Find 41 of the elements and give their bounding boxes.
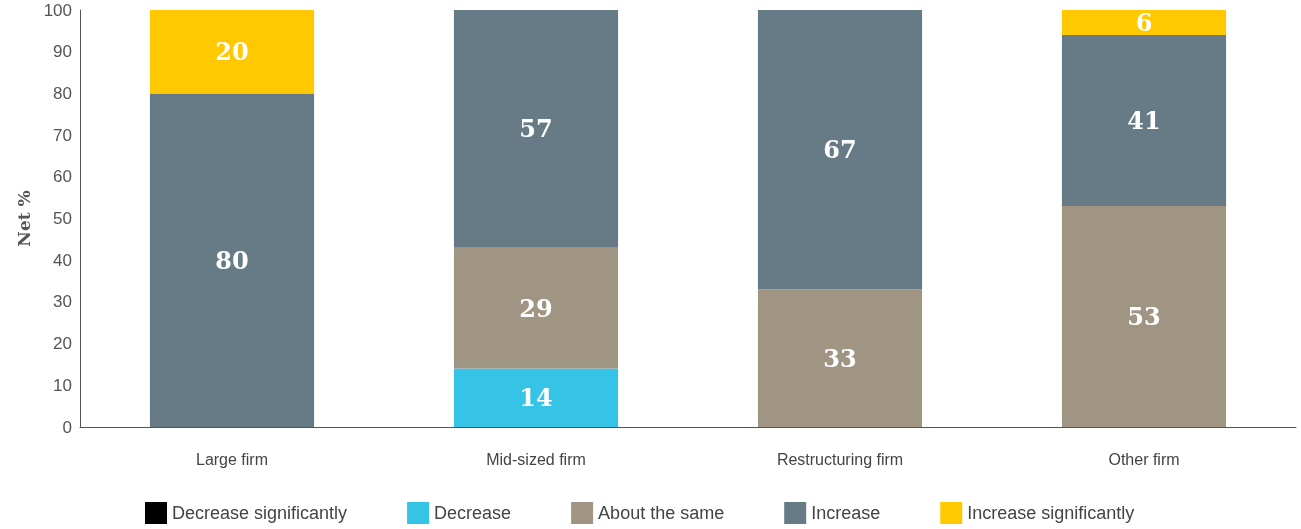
y-tick-label: 10 [53,375,72,395]
y-tick-label: 40 [53,250,72,270]
data-label: 57 [519,114,553,144]
x-tick-label: Restructuring firm [776,450,904,468]
y-tick-label: 30 [53,292,72,312]
data-label: 6 [1135,8,1153,38]
y-tick-label: 70 [53,125,72,145]
bar [1061,35,1227,206]
y-tick-label: 0 [62,417,72,437]
x-tick-label: Large firm [195,450,269,468]
data-label: 20 [215,37,249,67]
legend-label: Increase [811,503,881,523]
y-axis-title: Net % [14,190,35,247]
bar [757,289,923,427]
bar [1061,205,1227,427]
y-tick-label: 20 [53,334,72,354]
bar [453,368,619,427]
x-tick-label: Other firm [1108,450,1180,468]
data-label: 33 [823,343,857,373]
data-label: 53 [1127,301,1161,331]
legend-label: About the same [598,503,725,523]
data-label: 29 [519,293,553,323]
data-label: 14 [519,383,553,413]
bar [757,10,923,290]
y-tick-label: 80 [53,83,72,103]
bar [149,93,315,427]
bar [453,247,619,369]
data-label: 41 [1127,106,1161,136]
bar [1061,10,1227,36]
data-label: 80 [215,245,249,275]
y-tick-label: 90 [53,42,72,62]
legend-label: Decrease [434,503,512,523]
y-tick-label: 50 [53,209,72,228]
x-tick-label: Mid-sized firm [486,450,586,468]
legend-label: Increase significantly [967,503,1135,523]
bar [453,10,619,248]
legend-label: Decrease significantly [172,503,348,523]
data-label: 67 [823,135,857,165]
y-tick-label: 60 [53,167,72,187]
bar [149,10,315,94]
y-tick-label: 100 [43,0,72,20]
